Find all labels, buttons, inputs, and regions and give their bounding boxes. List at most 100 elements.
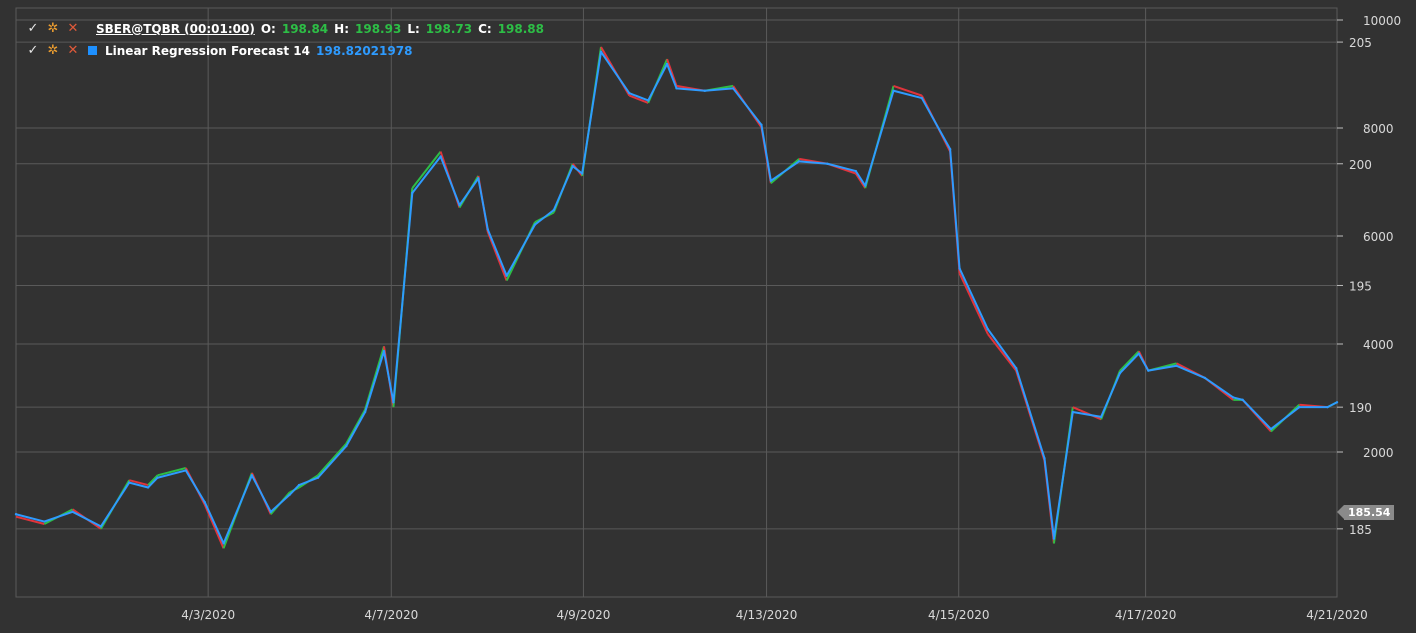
indicator-point	[920, 96, 924, 100]
indicator-point	[958, 267, 961, 270]
legend-close-value: 198.88	[497, 21, 544, 36]
volume-tick-label: 6000	[1363, 230, 1394, 244]
legend-low-value: 198.73	[425, 21, 473, 36]
indicator-point	[146, 486, 150, 489]
indicator-point	[363, 410, 367, 414]
indicator-point	[1014, 367, 1018, 370]
price-segment	[1119, 350, 1140, 372]
indicator-point	[128, 481, 131, 484]
last-price-tag: 185.54	[1336, 505, 1395, 520]
legend-symbol[interactable]: SBER@TQBR (00:01:00)	[96, 21, 255, 36]
indicator-point	[269, 510, 272, 514]
indicator-point	[250, 474, 254, 477]
x-tick-label: 4/13/2020	[736, 608, 798, 622]
indicator-point	[1099, 415, 1103, 419]
price-tick-label: 190	[1349, 401, 1372, 415]
check-icon[interactable]: ✓	[27, 21, 39, 36]
price-tick-label: 195	[1349, 279, 1372, 293]
indicator-point	[864, 184, 867, 187]
legend-high-value: 198.93	[355, 21, 402, 36]
indicator-point	[826, 162, 829, 165]
indicator-point	[382, 349, 386, 353]
x-tick-label: 4/21/2020	[1306, 608, 1368, 622]
volume-tick-label: 4000	[1363, 338, 1394, 352]
gear-icon[interactable]: ✲	[47, 21, 59, 36]
indicator-point	[1071, 410, 1075, 414]
price-segment	[854, 172, 867, 189]
indicator-point	[411, 191, 414, 195]
volume-tick-label: 8000	[1363, 122, 1394, 136]
volume-tick-label: 2000	[1363, 446, 1394, 460]
indicator-point	[986, 328, 990, 331]
x-tick-label: 4/15/2020	[928, 608, 990, 622]
indicator-point	[345, 444, 348, 448]
legend-low-label: L:	[407, 21, 420, 36]
legend-row-indicator: ✓ ✲ ✕ Linear Regression Forecast 14 198.…	[26, 43, 413, 58]
indicator-point	[486, 228, 489, 231]
indicator-point	[71, 510, 74, 514]
price-segment	[666, 58, 678, 87]
indicator-point	[1203, 376, 1207, 380]
price-tick-label: 200	[1349, 158, 1372, 172]
price-segment	[203, 504, 225, 549]
price-segment	[147, 474, 159, 486]
indicator-point	[316, 476, 320, 479]
price-segment	[893, 84, 923, 97]
close-icon[interactable]: ✕	[67, 43, 79, 58]
indicator-name[interactable]: Linear Regression Forecast 14	[105, 43, 311, 58]
indicator-point	[43, 520, 46, 523]
series-color-swatch-icon	[88, 46, 97, 55]
indicator-point	[948, 147, 952, 151]
x-tick-label: 4/7/2020	[364, 608, 418, 622]
price-segment	[317, 442, 347, 476]
indicator-point	[1269, 427, 1273, 431]
indicator-point	[1052, 537, 1056, 540]
indicator-point	[703, 89, 707, 92]
indicator-point	[1147, 369, 1150, 372]
indicator-point	[297, 483, 301, 487]
legend-row-price: ✓ ✲ ✕ SBER@TQBR (00:01:00) O: 198.84 H: 19…	[26, 21, 544, 36]
legend-open-value: 198.84	[281, 21, 329, 36]
price-segment	[987, 333, 1017, 372]
indicator-point	[533, 223, 537, 226]
indicator-point	[1241, 398, 1244, 402]
price-segment	[1072, 406, 1102, 421]
x-tick-label: 4/9/2020	[556, 608, 610, 622]
indicator-point	[854, 169, 857, 173]
indicator-point	[628, 91, 631, 95]
indicator-point	[439, 155, 442, 158]
check-icon[interactable]: ✓	[27, 43, 39, 58]
indicator-point	[458, 203, 461, 207]
indicator-point	[505, 274, 508, 277]
indicator-point	[1043, 457, 1046, 460]
volume-tick-label: 10000	[1363, 14, 1401, 28]
indicator-point	[477, 177, 480, 180]
gear-icon[interactable]: ✲	[47, 43, 59, 58]
indicator-point	[288, 493, 291, 496]
close-icon[interactable]: ✕	[67, 21, 79, 36]
indicator-point	[646, 99, 650, 102]
indicator-point	[1232, 396, 1235, 399]
indicator-point	[14, 513, 18, 516]
indicator-point	[760, 123, 763, 127]
indicator-point	[1298, 405, 1301, 409]
x-tick-label: 4/3/2020	[181, 608, 235, 622]
legend-high-label: H:	[334, 21, 349, 36]
price-segment	[345, 409, 366, 445]
indicator-point	[203, 500, 206, 504]
indicator-point	[392, 401, 395, 404]
indicator-point	[1118, 371, 1122, 375]
indicator-point	[184, 469, 188, 472]
plot-frame	[15, 7, 1338, 598]
indicator-point	[797, 160, 801, 163]
price-segment	[411, 150, 442, 189]
indicator-point	[599, 50, 603, 54]
indicator-point	[156, 476, 159, 479]
indicator-line	[15, 50, 1338, 545]
price-segment	[486, 231, 508, 281]
indicator-point	[665, 62, 669, 66]
price-segment	[157, 467, 187, 477]
x-tick-label: 4/17/2020	[1115, 608, 1177, 622]
